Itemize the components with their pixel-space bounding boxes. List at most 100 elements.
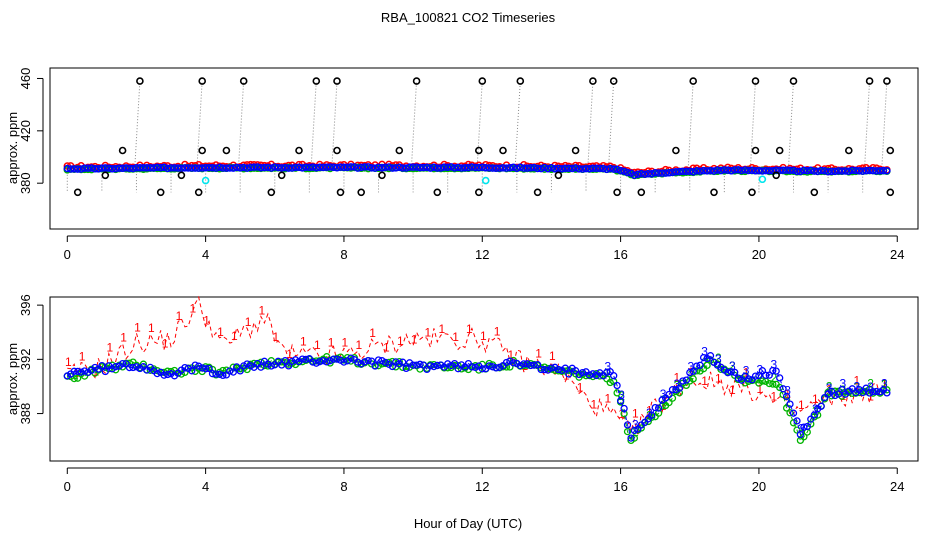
series-point — [530, 361, 538, 369]
reference-point — [156, 188, 165, 197]
series-point — [824, 167, 832, 176]
top-panel: 0 4 8 12 16 20 24 380 420 460 approx. ppm — [5, 67, 919, 262]
series-point — [419, 163, 428, 172]
reference-point — [433, 188, 442, 197]
series-point — [112, 363, 120, 371]
series-point — [163, 370, 172, 379]
series-point — [834, 167, 843, 175]
series-label-mark: 2 — [770, 371, 777, 385]
series-point — [613, 381, 621, 390]
guide-line — [607, 81, 615, 169]
series-label-mark: 1 — [369, 326, 376, 340]
series-point — [239, 163, 248, 172]
series-label-mark: 1 — [729, 383, 736, 397]
series-point — [796, 167, 805, 176]
reference-point — [710, 188, 718, 197]
guide-line — [134, 81, 141, 169]
series-point — [267, 164, 276, 172]
guide-line — [749, 81, 756, 171]
series-point — [354, 164, 362, 172]
series-point — [381, 163, 390, 172]
reference-point — [177, 171, 186, 180]
series-point — [623, 421, 632, 429]
reference-point — [333, 146, 341, 155]
series-label-mark: 2 — [715, 351, 722, 365]
series-point — [820, 167, 829, 175]
bottom-y-axis-label: approx. ppm — [5, 343, 20, 415]
series-point — [782, 392, 791, 401]
series-point — [672, 386, 680, 394]
series-point — [257, 163, 265, 172]
series-point — [367, 357, 376, 365]
series-point — [502, 363, 511, 371]
series-label-mark: 1 — [770, 389, 777, 403]
reference-point — [73, 188, 82, 197]
series-point — [831, 167, 839, 176]
series-point — [682, 167, 691, 176]
reference-point — [637, 188, 646, 197]
series-point — [364, 163, 372, 171]
series-point — [561, 364, 569, 372]
reference-point — [478, 77, 487, 85]
guide-line — [587, 81, 594, 169]
series-point — [647, 170, 656, 178]
series-point — [575, 370, 583, 379]
series-point — [215, 163, 224, 172]
series-point — [568, 164, 576, 173]
series-point — [475, 163, 483, 172]
series-point — [779, 385, 787, 393]
series-point — [219, 371, 227, 380]
series-point — [336, 163, 345, 171]
series-point — [651, 403, 659, 412]
series-line-3 — [67, 354, 888, 440]
reference-point — [194, 188, 203, 197]
y-tick-label: 396 — [18, 294, 33, 316]
series-point — [516, 163, 525, 172]
series-point — [693, 362, 701, 370]
series-point — [246, 163, 255, 172]
series-point — [852, 166, 860, 175]
series-point — [751, 372, 760, 380]
series-point — [450, 164, 459, 172]
series-label-mark: 1 — [286, 347, 293, 361]
series-point — [641, 170, 649, 178]
series-point — [800, 423, 808, 431]
series-point — [872, 387, 881, 396]
series-point — [215, 370, 224, 378]
series-point — [730, 166, 739, 174]
series-point — [485, 362, 493, 370]
series-point — [139, 163, 148, 172]
series-point — [260, 361, 269, 370]
series-label-mark: 1 — [272, 330, 279, 344]
series-point — [77, 165, 85, 173]
series-point — [827, 387, 836, 395]
guide-line — [514, 81, 521, 168]
series-label-mark: 1 — [120, 331, 127, 345]
series-point — [810, 167, 819, 175]
x-tick-label: 0 — [64, 247, 71, 262]
reference-point — [589, 77, 597, 85]
series-point — [734, 165, 742, 174]
series-point — [191, 361, 199, 369]
reference-point — [844, 146, 853, 155]
guide-line — [881, 81, 888, 171]
guide-line — [237, 81, 245, 168]
series-point — [426, 362, 435, 370]
series-point — [665, 398, 673, 407]
series-point — [737, 166, 746, 175]
series-point — [838, 385, 846, 394]
series-point — [80, 164, 89, 172]
reference-point — [277, 171, 286, 180]
reference-point — [499, 146, 507, 155]
series-point — [136, 364, 144, 373]
series-label-mark: 3 — [618, 388, 625, 402]
series-point — [516, 361, 524, 370]
series-point — [758, 167, 767, 175]
series-point — [858, 167, 867, 175]
series-point — [520, 164, 528, 172]
series-point — [412, 163, 421, 171]
series-point — [793, 167, 801, 176]
series-label-mark: 1 — [79, 350, 86, 364]
